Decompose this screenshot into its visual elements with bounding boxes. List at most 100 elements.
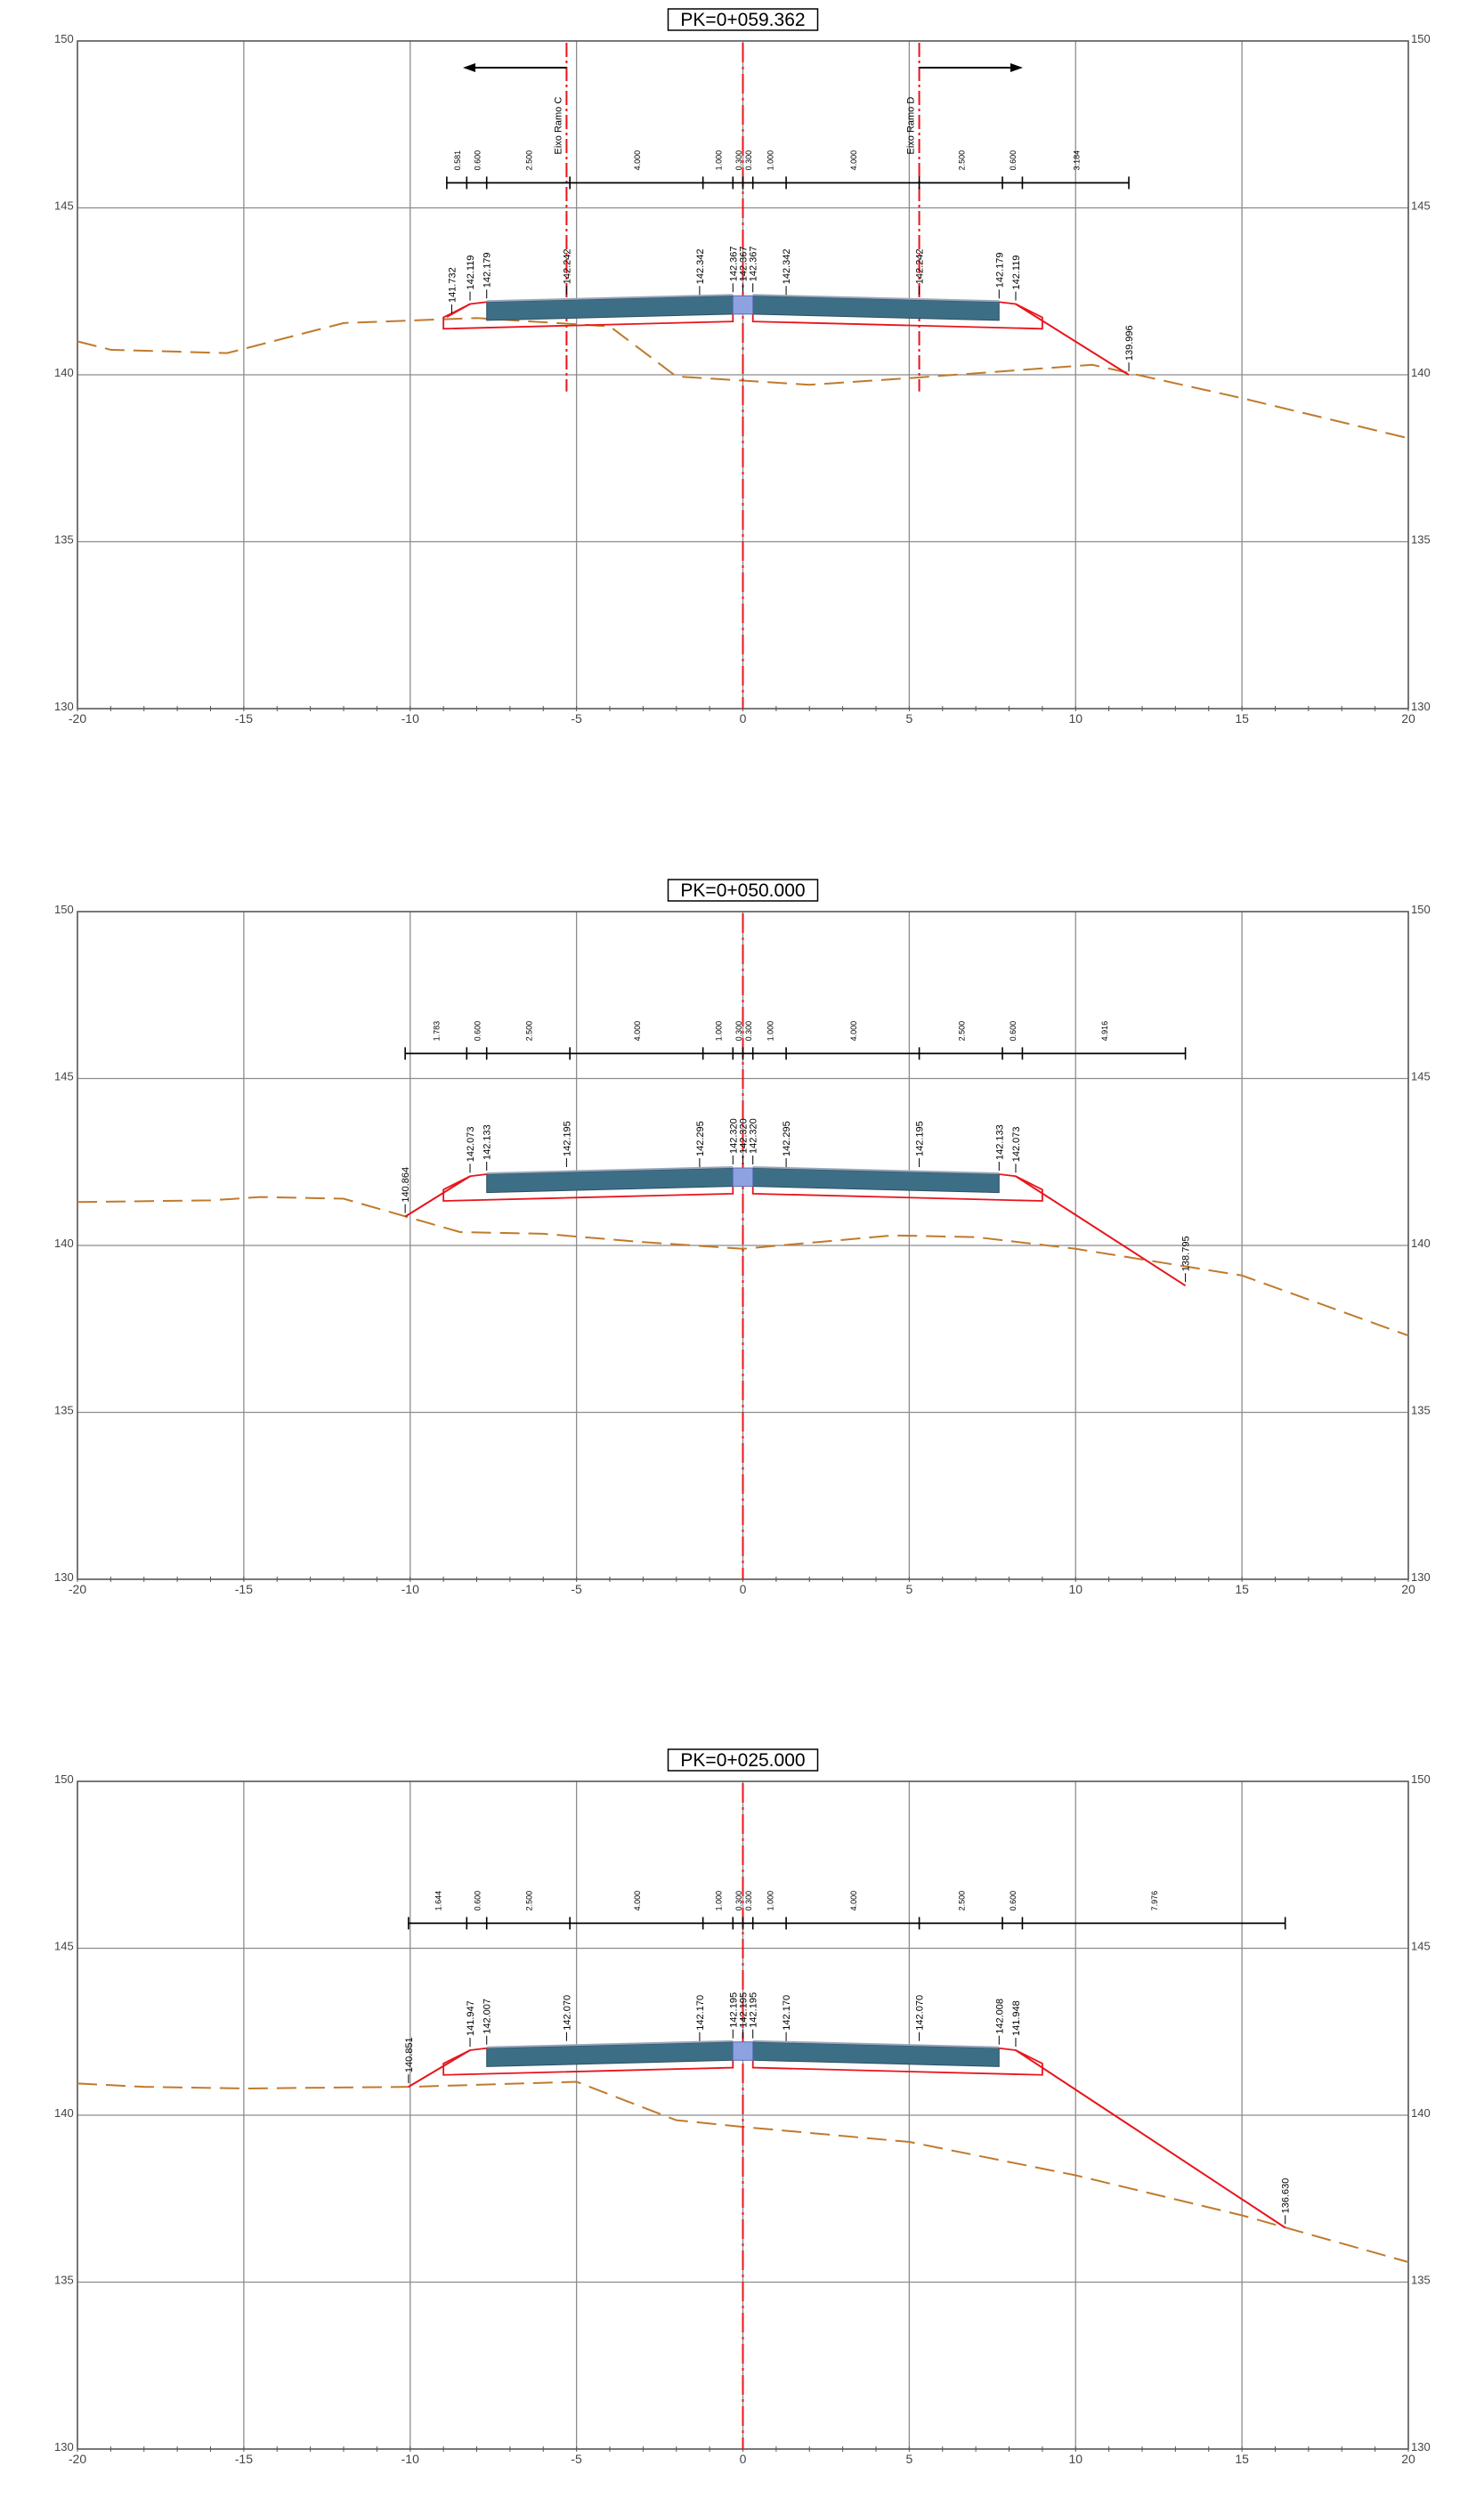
arrowhead-left xyxy=(463,63,476,72)
elevation-label: 142.073 xyxy=(1011,1126,1022,1162)
side-slope-right xyxy=(1015,1175,1187,1287)
y-tick-label-right: 135 xyxy=(1411,533,1431,547)
dimension-label: 1.000 xyxy=(714,1021,723,1042)
section-title: PK=0+059.362 xyxy=(680,10,805,30)
y-tick-label-left: 145 xyxy=(54,199,74,213)
y-tick-label-right: 130 xyxy=(1411,1570,1431,1584)
elevation-label: 140.864 xyxy=(401,1167,411,1203)
x-tick-label: 10 xyxy=(1068,1582,1083,1596)
y-tick-label-right: 150 xyxy=(1411,32,1431,45)
elevation-label: 141.947 xyxy=(466,2000,476,2036)
dimension-label: 0.600 xyxy=(1009,1021,1018,1042)
existing-ground-line xyxy=(77,2080,1409,2263)
y-tick-label-left: 145 xyxy=(54,1070,74,1083)
x-tick-label: 15 xyxy=(1235,1582,1249,1596)
dimension-label: 4.000 xyxy=(849,1891,858,1911)
elevation-label: 142.195 xyxy=(562,1121,572,1156)
y-tick-label-left: 135 xyxy=(54,2274,74,2287)
elevation-label: 140.851 xyxy=(404,2037,415,2072)
subgrade-outline-left xyxy=(442,2047,734,2076)
elevation-label: 139.996 xyxy=(1124,325,1135,361)
x-tick-label: 20 xyxy=(1401,1582,1415,1596)
pavement-surface-right xyxy=(752,294,1000,303)
x-tick-label: -20 xyxy=(69,1582,86,1596)
y-tick-label-left: 130 xyxy=(54,2440,74,2453)
elevation-label: 142.119 xyxy=(466,255,476,290)
dimension-label: 1.644 xyxy=(434,1891,443,1911)
side-slope-left xyxy=(404,1175,471,1218)
x-tick-label: 20 xyxy=(1401,711,1415,726)
subgrade-outline-left xyxy=(442,301,734,330)
x-tick-label: -5 xyxy=(571,2452,582,2466)
dimension-label: 0.300 xyxy=(744,1021,753,1042)
elevation-label: 142.119 xyxy=(1011,255,1022,290)
section-title-box xyxy=(667,879,819,902)
subgrade-outline-left xyxy=(442,1173,734,1202)
elevation-label: 142.179 xyxy=(483,253,493,288)
elevation-label: 142.179 xyxy=(994,253,1005,288)
x-tick-label: 15 xyxy=(1235,711,1249,726)
section-title-box xyxy=(667,1748,819,1772)
elevation-label: 138.795 xyxy=(1181,1236,1192,1271)
x-tick-label: 0 xyxy=(740,2452,747,2466)
side-slope-left xyxy=(446,303,471,318)
elevation-label: 142.170 xyxy=(782,1995,792,2031)
elevation-label: 142.295 xyxy=(695,1121,706,1156)
dimension-label: 1.000 xyxy=(766,1021,774,1042)
dimension-label: 0.581 xyxy=(453,150,462,171)
x-tick-label: -10 xyxy=(401,1582,419,1596)
dimension-label: 4.000 xyxy=(633,1891,642,1911)
elevation-label: 142.342 xyxy=(782,248,792,284)
y-tick-label-left: 145 xyxy=(54,1940,74,1953)
x-tick-label: -5 xyxy=(571,711,582,726)
side-slope-right xyxy=(1015,303,1130,376)
dimension-label: 0.300 xyxy=(734,1021,743,1042)
dimension-label: 0.600 xyxy=(474,1021,483,1042)
elevation-label: 142.242 xyxy=(915,248,926,284)
elevation-label: 142.320 xyxy=(728,1118,739,1154)
elevation-label: 141.732 xyxy=(447,267,458,303)
y-tick-label-right: 135 xyxy=(1411,2274,1431,2287)
dimension-label: 2.500 xyxy=(524,150,533,171)
y-tick-label-right: 140 xyxy=(1411,366,1431,379)
x-tick-label: 15 xyxy=(1235,2452,1249,2466)
dimension-label: 1.000 xyxy=(714,150,723,171)
y-tick-label-left: 140 xyxy=(54,1237,74,1250)
elevation-label: 142.367 xyxy=(739,246,750,281)
dimension-label: 4.916 xyxy=(1100,1021,1109,1042)
y-tick-label-right: 140 xyxy=(1411,1237,1431,1250)
elevation-label: 142.073 xyxy=(466,1126,476,1162)
y-tick-label-left: 130 xyxy=(54,1570,74,1584)
elevation-label: 142.195 xyxy=(749,1992,759,2028)
y-tick-label-left: 140 xyxy=(54,366,74,379)
x-tick-label: -10 xyxy=(401,711,419,726)
section-title-box xyxy=(667,8,819,31)
elevation-label: 142.342 xyxy=(695,248,706,284)
x-tick-label: 5 xyxy=(905,2452,912,2466)
dimension-label: 1.000 xyxy=(714,1891,723,1911)
dimension-label: 2.500 xyxy=(524,1891,533,1911)
arrowhead-right xyxy=(1010,63,1023,72)
section-title: PK=0+050.000 xyxy=(680,880,805,901)
pavement-surface-left xyxy=(486,1166,734,1175)
x-tick-label: 10 xyxy=(1068,711,1083,726)
dimension-label: 0.300 xyxy=(734,150,743,171)
dimension-label: 4.000 xyxy=(849,1021,858,1042)
elevation-label: 142.008 xyxy=(994,1999,1005,2034)
dimension-label: 2.500 xyxy=(957,1891,966,1911)
dimension-label: 0.600 xyxy=(474,150,483,171)
y-tick-label-left: 140 xyxy=(54,2106,74,2120)
y-tick-label-right: 130 xyxy=(1411,2440,1431,2453)
y-tick-label-left: 135 xyxy=(54,1404,74,1417)
dimension-label: 0.600 xyxy=(474,1891,483,1911)
elevation-label: 142.295 xyxy=(782,1121,792,1156)
elevation-label: 142.195 xyxy=(915,1121,926,1156)
y-tick-label-right: 140 xyxy=(1411,2106,1431,2120)
elevation-label: 142.367 xyxy=(749,246,759,281)
dimension-label: 4.000 xyxy=(633,1021,642,1042)
y-tick-label-right: 135 xyxy=(1411,1404,1431,1417)
dimension-label: 0.300 xyxy=(744,150,753,171)
y-tick-label-left: 150 xyxy=(54,903,74,916)
